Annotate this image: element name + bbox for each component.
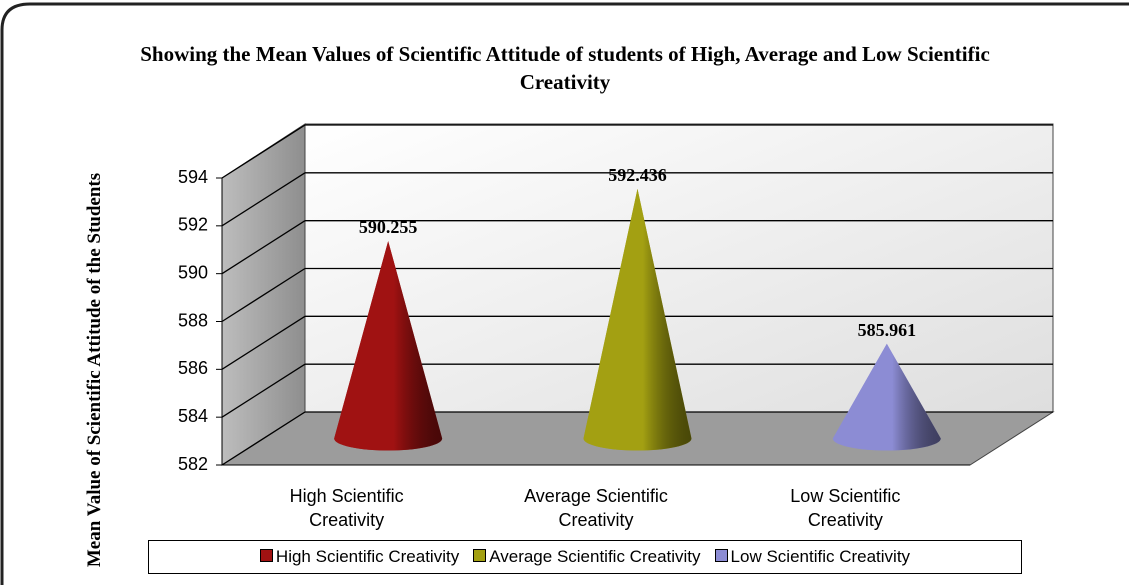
grid-line [221, 267, 306, 323]
legend-swatch [473, 549, 487, 562]
y-tick-label: 594 [178, 167, 208, 187]
cone-shade [832, 343, 941, 451]
data-label: 590.255 [359, 217, 418, 237]
grid-line [221, 172, 306, 227]
grid-line [221, 411, 306, 466]
y-tick-label: 586 [178, 358, 208, 378]
grid-line [221, 124, 306, 179]
x-tick-label: Average Scientific Creativity [524, 486, 668, 530]
legend-item: Average Scientific Creativity [473, 547, 701, 567]
legend-item: High Scientific Creativity [259, 547, 460, 567]
legend: High Scientific Creativity Average Scient… [148, 540, 1022, 574]
legend-swatch [259, 549, 273, 562]
y-tick-label: 590 [178, 262, 208, 282]
x-tick-label: Low Scientific Creativity [790, 486, 901, 530]
legend-label: Low Scientific Creativity [730, 547, 911, 566]
y-axis-label: Mean Value of Scientific Attitude of the… [84, 172, 105, 568]
grid-line [221, 220, 306, 275]
y-tick-label: 588 [178, 310, 208, 330]
y-tick-label: 582 [178, 454, 208, 474]
y-tick-label: 584 [178, 406, 208, 426]
data-label: 585.961 [858, 320, 917, 340]
x-tick-label: High Scientific Creativity [289, 486, 404, 530]
legend-label: High Scientific Creativity [275, 547, 460, 566]
cone-shade [334, 241, 443, 451]
legend-swatch [714, 549, 728, 562]
data-label: 592.436 [608, 165, 667, 185]
grid-line [221, 363, 306, 418]
cone-shade [583, 188, 692, 451]
legend-label: Average Scientific Creativity [489, 547, 701, 566]
legend-item: Low Scientific Creativity [714, 547, 911, 567]
y-tick-label: 592 [178, 215, 208, 235]
grid-line [221, 315, 306, 370]
chart-title: Showing the Mean Values of Scientific At… [140, 42, 990, 94]
